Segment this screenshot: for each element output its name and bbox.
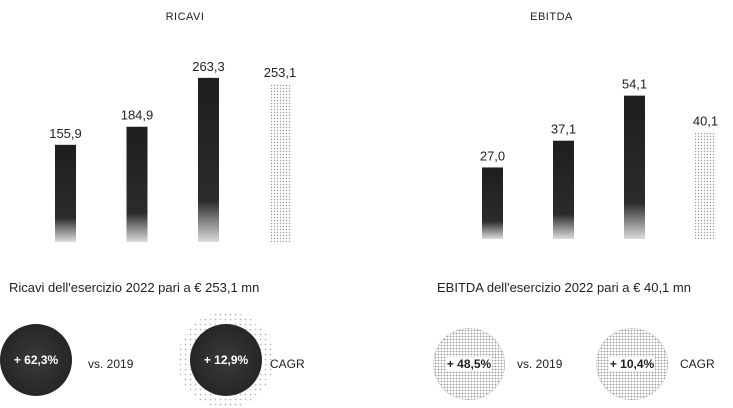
ebitda-bar-2: [553, 140, 574, 239]
ebitda-caption: EBITDA dell'esercizio 2022 pari a € 40,1…: [437, 280, 691, 295]
ricavi-bar-3: [198, 77, 219, 242]
ricavi-growth-label: vs. 2019: [88, 357, 134, 371]
ebitda-cagr-value: + 10,4%: [608, 357, 656, 371]
ricavi-cagr-badge: + 12,9%: [190, 324, 262, 396]
ebitda-bar-3: [624, 95, 645, 239]
ebitda-bar-label-2: 37,1: [551, 122, 576, 137]
ricavi-chart-panel: RICAVI 155,9 184,9 263,3 253,1: [0, 0, 370, 265]
ebitda-bar-1: [482, 167, 503, 239]
ricavi-growth-value: + 62,3%: [13, 353, 59, 367]
ricavi-bar-label-4: 253,1: [264, 65, 297, 80]
ricavi-cagr-value: + 12,9%: [203, 353, 249, 367]
ebitda-bar-4: [695, 132, 716, 239]
ricavi-bar-label-1: 155,9: [49, 126, 82, 141]
ebitda-growth-value: + 48,5%: [445, 357, 493, 371]
ricavi-chart-title: RICAVI: [165, 11, 205, 23]
ebitda-chart-title: EBITDA: [530, 11, 573, 23]
ricavi-bar-label-2: 184,9: [121, 108, 154, 123]
ebitda-bar-label-1: 27,0: [480, 148, 505, 163]
ricavi-bar-2: [126, 126, 148, 242]
ebitda-bar-label-4: 40,1: [693, 114, 718, 129]
ebitda-chart-panel: EBITDA 27,0 37,1 54,1 40,1: [370, 0, 733, 265]
ebitda-bar-chart: 27,0 37,1 54,1 40,1: [480, 77, 718, 239]
ebitda-cagr-badge: + 10,4%: [596, 328, 668, 400]
ebitda-cagr-label: CAGR: [680, 357, 715, 371]
ebitda-growth-label: vs. 2019: [517, 357, 563, 371]
ebitda-bar-label-3: 54,1: [622, 77, 647, 92]
ebitda-growth-badge: + 48,5%: [433, 328, 505, 400]
ricavi-bar-4: [269, 84, 291, 242]
ricavi-growth-badge: + 62,3%: [0, 324, 72, 396]
ricavi-bar-1: [55, 144, 76, 242]
ricavi-bar-chart: 155,9 184,9 263,3 253,1: [49, 59, 297, 242]
ricavi-cagr-label: CAGR: [270, 357, 305, 371]
ricavi-caption: Ricavi dell'esercizio 2022 pari a € 253,…: [9, 280, 260, 295]
ricavi-bar-label-3: 263,3: [192, 59, 225, 74]
